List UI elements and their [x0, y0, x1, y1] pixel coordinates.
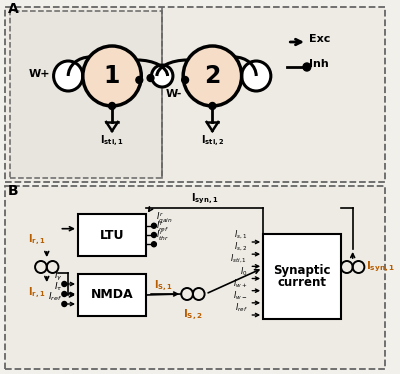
Circle shape: [62, 301, 67, 307]
Circle shape: [152, 242, 156, 247]
Circle shape: [136, 77, 143, 83]
Circle shape: [152, 65, 173, 87]
Bar: [5, 186, 385, 369]
Bar: [10, 11, 162, 178]
Text: $I_{w-}$: $I_{w-}$: [233, 289, 248, 302]
Text: $I^r_{gain}$: $I^r_{gain}$: [156, 210, 173, 225]
Text: Inh: Inh: [309, 59, 328, 69]
Text: Synaptic: Synaptic: [273, 264, 331, 277]
Text: $\mathbf{I_{sti,1}}$: $\mathbf{I_{sti,1}}$: [100, 134, 124, 148]
Bar: [263, 234, 341, 319]
Circle shape: [147, 74, 154, 82]
Text: $\mathbf{I_{syn,1}}$: $\mathbf{I_{syn,1}}$: [191, 191, 218, 206]
Text: $I_{\gamma}$: $I_{\gamma}$: [54, 270, 62, 283]
Text: $I_{s,1}$: $I_{s,1}$: [234, 229, 248, 241]
Text: LTU: LTU: [100, 229, 124, 242]
Text: 1: 1: [104, 64, 120, 88]
Circle shape: [242, 61, 271, 91]
Circle shape: [152, 223, 156, 228]
Text: Exc: Exc: [309, 34, 330, 44]
Bar: [78, 214, 146, 256]
Text: NMDA: NMDA: [91, 288, 133, 301]
Circle shape: [303, 63, 311, 71]
Circle shape: [183, 46, 242, 106]
Circle shape: [109, 102, 116, 110]
Text: $I_{\tau}$: $I_{\tau}$: [54, 280, 62, 293]
Text: $I^r_{ref}$: $I^r_{ref}$: [156, 220, 169, 234]
Text: $\mathbf{I_{r,1}}$: $\mathbf{I_{r,1}}$: [28, 286, 45, 300]
Text: $I_{sti,1}$: $I_{sti,1}$: [230, 253, 248, 265]
Circle shape: [182, 77, 188, 83]
Text: current: current: [278, 276, 326, 289]
Text: $\mathbf{I_{sti,2}}$: $\mathbf{I_{sti,2}}$: [201, 134, 224, 148]
Circle shape: [83, 46, 141, 106]
Circle shape: [62, 291, 67, 297]
Text: A: A: [8, 2, 18, 16]
Text: $I_{w+}$: $I_{w+}$: [233, 277, 248, 290]
Text: $\mathbf{I_{S,1}}$: $\mathbf{I_{S,1}}$: [154, 279, 173, 293]
Bar: [5, 7, 385, 182]
Text: $I_{ref}$: $I_{ref}$: [235, 301, 248, 314]
Circle shape: [152, 233, 156, 237]
Text: $\mathbf{I_{r,1}}$: $\mathbf{I_{r,1}}$: [28, 233, 45, 247]
Text: $I_{ref}$: $I_{ref}$: [48, 291, 62, 303]
Text: B: B: [8, 184, 18, 198]
Text: $I^r_{thr}$: $I^r_{thr}$: [156, 229, 169, 243]
Text: W-: W-: [166, 89, 182, 99]
Circle shape: [209, 102, 216, 110]
Text: W+: W+: [28, 69, 50, 79]
Text: 2: 2: [204, 64, 220, 88]
Text: $I_0$: $I_0$: [240, 265, 248, 278]
Circle shape: [62, 282, 67, 286]
Text: $I_{s,2}$: $I_{s,2}$: [234, 241, 248, 253]
Bar: [78, 274, 146, 316]
Text: $\mathbf{I_{syn,1}}$: $\mathbf{I_{syn,1}}$: [366, 260, 395, 274]
Circle shape: [54, 61, 83, 91]
Text: $\mathbf{I_{S,2}}$: $\mathbf{I_{S,2}}$: [183, 308, 203, 322]
